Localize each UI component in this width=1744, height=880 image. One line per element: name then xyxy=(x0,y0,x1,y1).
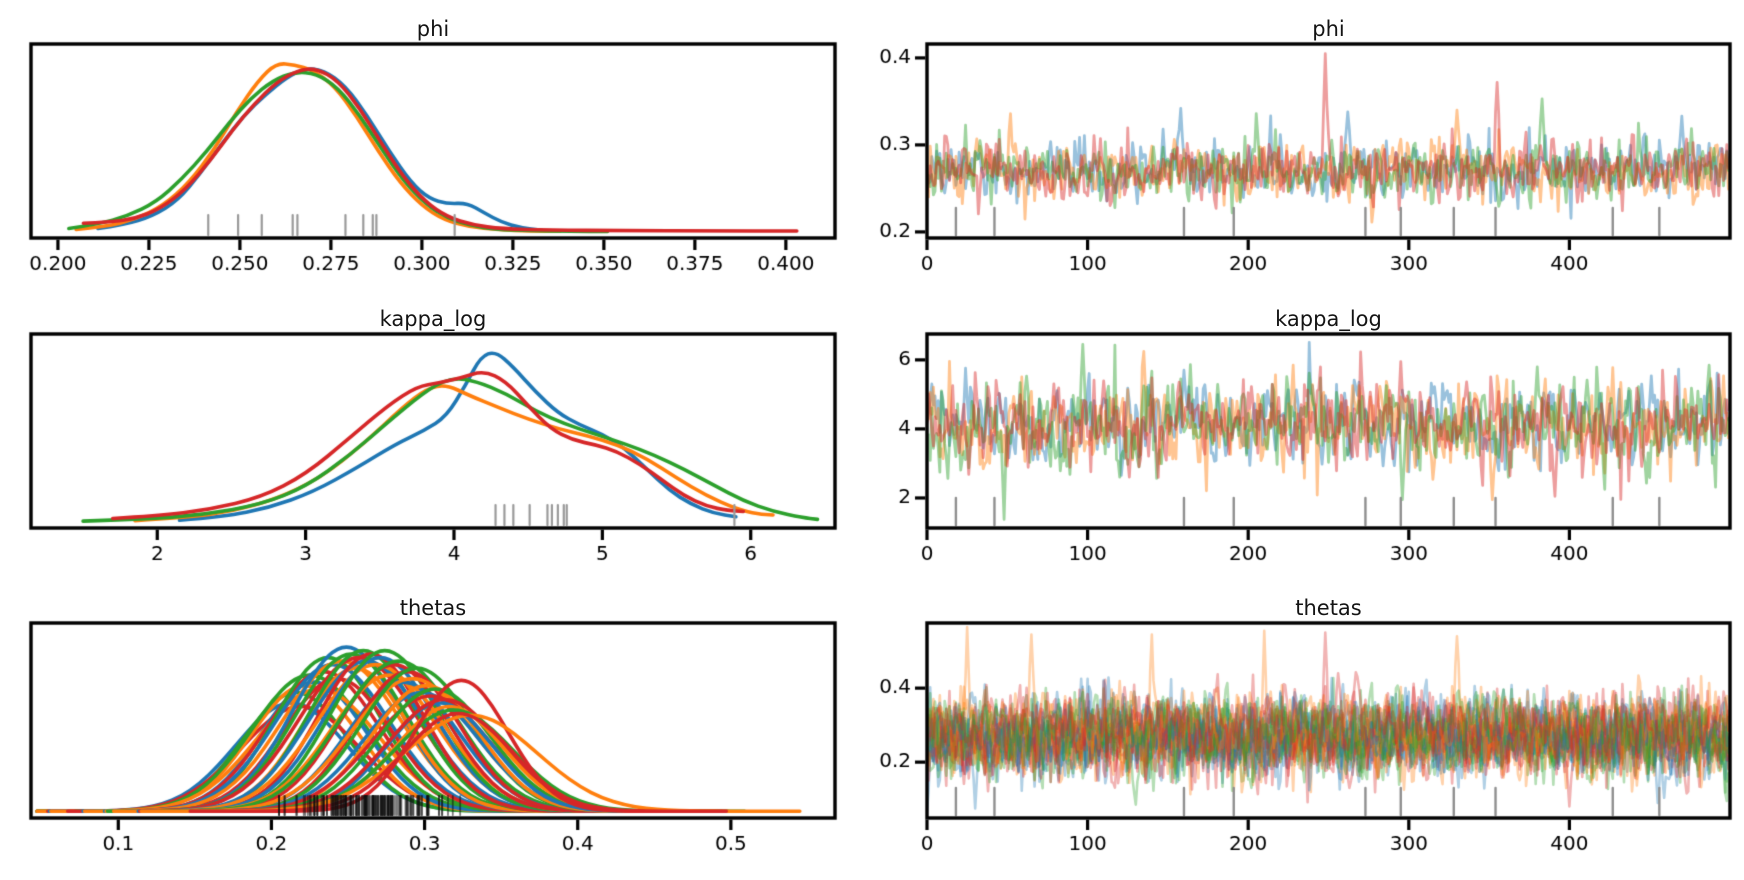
panel-title-kappa-log-density: kappa_log xyxy=(379,307,487,331)
panel-title-thetas-density: thetas xyxy=(399,596,467,620)
panel-title-thetas-trace: thetas xyxy=(1295,596,1362,620)
panel-title-phi-trace: phi xyxy=(1312,17,1345,41)
panel-title-phi-density: phi xyxy=(416,17,450,41)
panel-title-kappa-log-trace: kappa_log xyxy=(1275,307,1382,331)
